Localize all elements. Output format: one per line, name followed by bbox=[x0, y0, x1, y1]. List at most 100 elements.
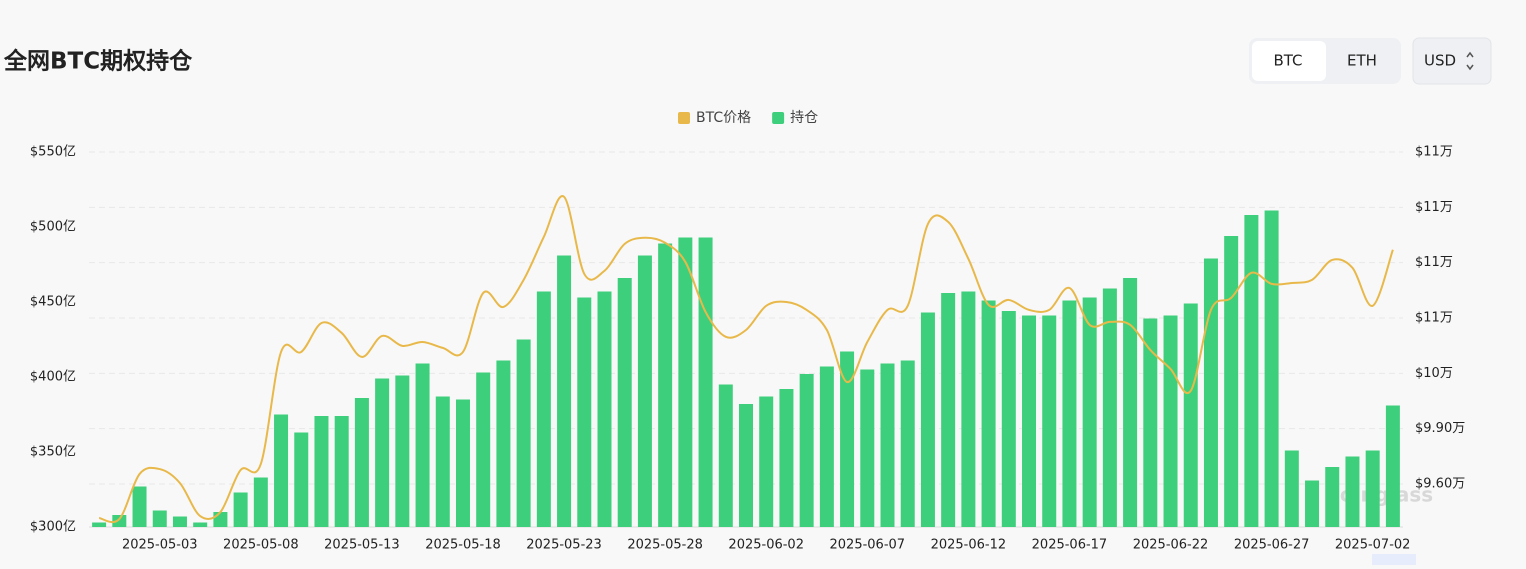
bar bbox=[1284, 450, 1299, 527]
bar bbox=[213, 512, 228, 527]
bar bbox=[233, 492, 248, 527]
y-tick-label: $550亿 bbox=[30, 145, 76, 160]
bar bbox=[435, 396, 450, 527]
legend-swatch bbox=[678, 112, 690, 124]
page-title: 全网BTC期权持仓 bbox=[3, 48, 193, 75]
bar bbox=[577, 297, 592, 527]
bar bbox=[496, 360, 511, 527]
bar bbox=[658, 243, 673, 527]
bar bbox=[880, 363, 895, 527]
bar bbox=[557, 255, 572, 527]
x-tick-label: 2025-05-08 bbox=[223, 538, 299, 553]
coin-button[interactable]: BTC bbox=[1273, 52, 1302, 70]
coin-selected bbox=[1252, 41, 1326, 81]
y2-tick-label: $11万 bbox=[1415, 145, 1453, 160]
bar bbox=[1163, 315, 1178, 527]
x-tick-label: 2025-05-18 bbox=[425, 538, 501, 553]
x-tick-label: 2025-06-12 bbox=[931, 538, 1007, 553]
bar bbox=[536, 291, 551, 527]
y2-tick-label: $9.90万 bbox=[1415, 421, 1465, 436]
bar bbox=[1264, 210, 1279, 527]
bar bbox=[597, 291, 612, 527]
legend-label: BTC价格 bbox=[696, 110, 751, 126]
bar bbox=[779, 389, 794, 527]
bar bbox=[1082, 297, 1097, 527]
bar bbox=[799, 374, 814, 527]
bar bbox=[274, 414, 289, 527]
bar bbox=[1022, 315, 1037, 527]
bar bbox=[739, 404, 753, 527]
coin-button[interactable]: ETH bbox=[1347, 52, 1377, 70]
bar bbox=[516, 339, 531, 527]
bar bbox=[698, 237, 713, 527]
legend-label: 持仓 bbox=[790, 110, 818, 126]
bar bbox=[941, 293, 956, 527]
bar bbox=[1123, 278, 1138, 527]
x-tick-label: 2025-06-02 bbox=[728, 538, 804, 553]
price-line bbox=[98, 195, 1394, 524]
bar bbox=[637, 255, 652, 527]
y-tick-label: $350亿 bbox=[30, 445, 76, 460]
bar bbox=[819, 366, 834, 527]
bar bbox=[92, 522, 107, 527]
y2-tick-label: $11万 bbox=[1415, 255, 1453, 270]
bar bbox=[1305, 480, 1320, 527]
bar bbox=[1385, 405, 1400, 527]
bar bbox=[678, 237, 693, 527]
x-tick-label: 2025-05-13 bbox=[324, 538, 400, 553]
bar bbox=[1062, 300, 1077, 527]
legend-swatch bbox=[772, 112, 785, 124]
bar bbox=[375, 378, 390, 527]
bar bbox=[617, 278, 632, 527]
bar bbox=[1183, 303, 1198, 527]
x-tick-label: 2025-05-03 bbox=[122, 538, 198, 553]
bar bbox=[354, 398, 369, 527]
bar bbox=[981, 300, 996, 527]
bar bbox=[112, 515, 127, 527]
bar bbox=[1365, 450, 1380, 527]
bar bbox=[920, 312, 935, 527]
y2-tick-label: $10万 bbox=[1415, 366, 1453, 381]
y2-tick-label: $11万 bbox=[1415, 200, 1453, 215]
bar bbox=[1042, 315, 1057, 527]
y-tick-label: $300亿 bbox=[30, 520, 76, 535]
x-tick-label: 2025-06-07 bbox=[830, 538, 906, 553]
bar bbox=[334, 416, 349, 527]
x-tick-label: 2025-06-17 bbox=[1032, 538, 1108, 553]
bar bbox=[395, 375, 410, 527]
y2-tick-label: $9.60万 bbox=[1415, 477, 1465, 492]
bar bbox=[1203, 258, 1218, 527]
bar bbox=[415, 363, 430, 527]
x-tick-label: 2025-05-23 bbox=[526, 538, 602, 553]
bar bbox=[476, 372, 491, 527]
y-tick-label: $450亿 bbox=[30, 295, 76, 310]
y2-tick-label: $11万 bbox=[1415, 311, 1453, 326]
bar bbox=[1001, 311, 1016, 527]
bar bbox=[294, 432, 309, 527]
currency-label[interactable]: USD bbox=[1424, 52, 1456, 70]
bar bbox=[900, 360, 915, 527]
scroll-handle[interactable] bbox=[1372, 554, 1416, 565]
bar bbox=[1345, 456, 1360, 527]
bar bbox=[1244, 215, 1259, 527]
bar bbox=[840, 351, 855, 527]
currency-select[interactable] bbox=[1412, 37, 1492, 85]
y-tick-label: $500亿 bbox=[30, 220, 76, 235]
select-chevron bbox=[1466, 51, 1474, 71]
x-tick-label: 2025-06-22 bbox=[1133, 538, 1209, 553]
y-tick-label: $400亿 bbox=[30, 370, 76, 385]
bar bbox=[1325, 467, 1340, 527]
bar bbox=[172, 516, 187, 527]
x-tick-label: 2025-05-28 bbox=[627, 538, 703, 553]
bar bbox=[455, 399, 470, 527]
bar bbox=[314, 416, 329, 527]
bar bbox=[1224, 236, 1239, 527]
bar bbox=[759, 396, 774, 527]
bar bbox=[132, 486, 147, 527]
bar bbox=[860, 369, 875, 527]
x-tick-label: 2025-06-27 bbox=[1234, 538, 1310, 553]
bar bbox=[152, 510, 167, 527]
bar bbox=[961, 291, 976, 527]
